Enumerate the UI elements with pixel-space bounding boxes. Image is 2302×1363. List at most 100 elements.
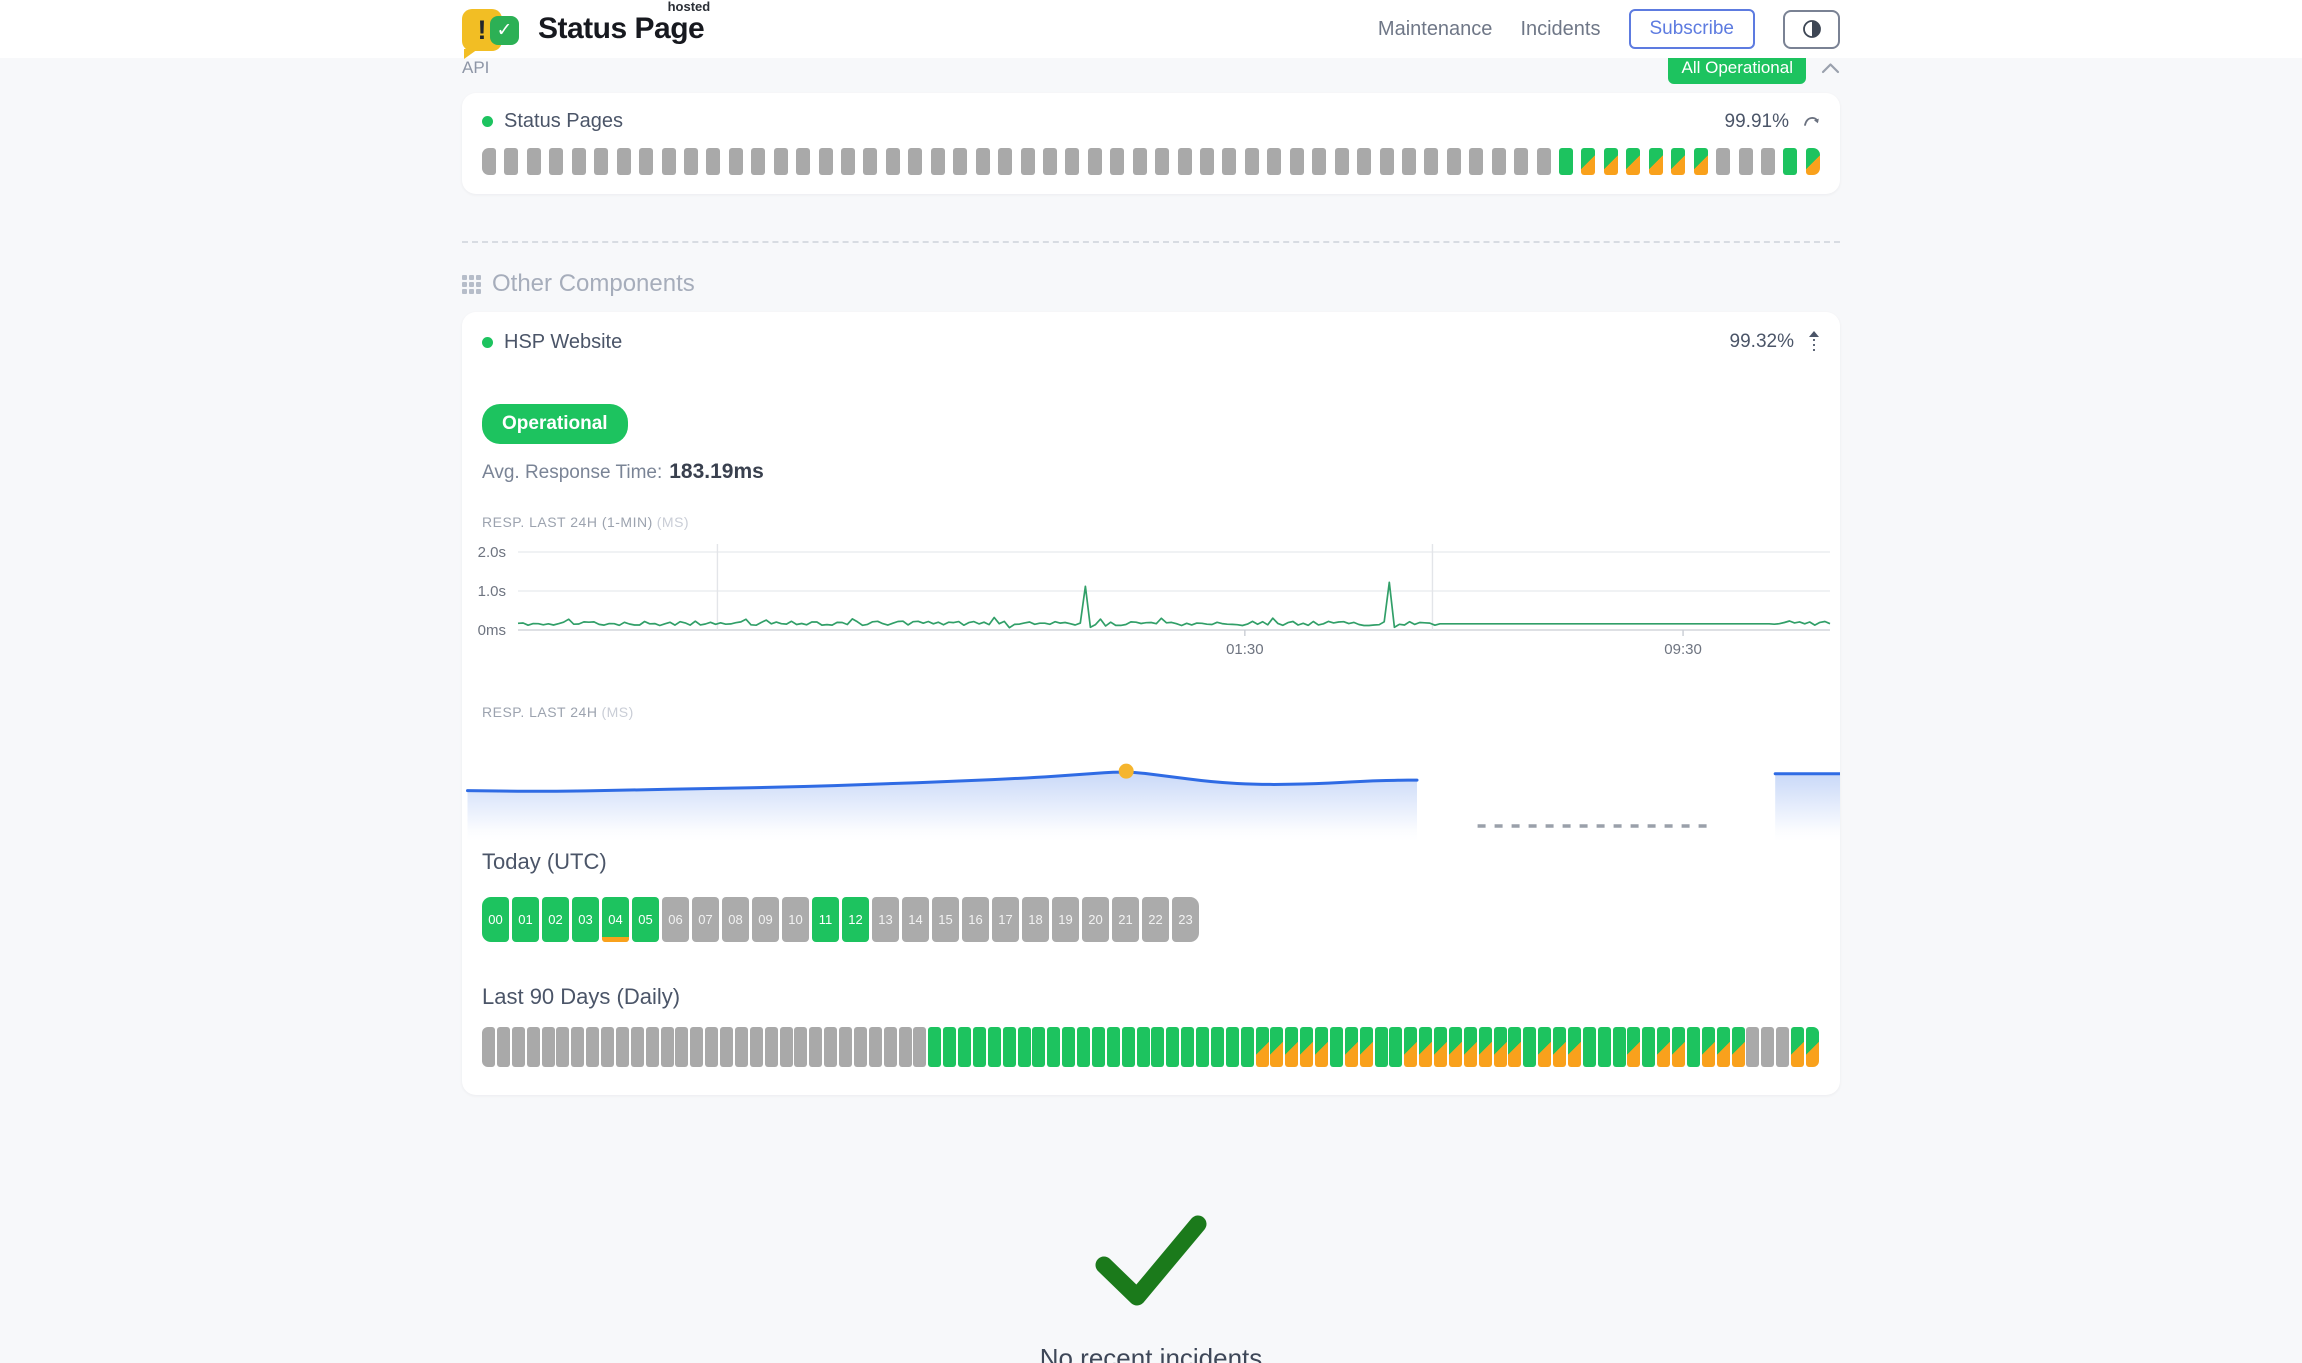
today-hours-row: 00 01 02 03 04 05 06 07 08 09 10 11 12 13 14 15 16 17 18 19… xyxy=(482,897,1820,942)
uptime-bar xyxy=(541,1027,555,1067)
hour-cell: 05 xyxy=(632,897,659,942)
uptime-bar xyxy=(1106,1027,1120,1067)
uptime-bar xyxy=(1401,148,1416,175)
contrast-icon xyxy=(1802,20,1821,38)
svg-text:0ms: 0ms xyxy=(478,622,506,639)
uptime-bar xyxy=(930,148,945,175)
uptime-bar xyxy=(1267,148,1282,175)
uptime-bar xyxy=(1805,1027,1819,1067)
refresh-button[interactable] xyxy=(1803,114,1820,129)
uptime-bar xyxy=(1225,1027,1239,1067)
uptime-bar xyxy=(1791,1027,1804,1067)
uptime-bar xyxy=(1177,148,1192,175)
uptime-bar xyxy=(1783,148,1798,175)
svg-text:2.0s: 2.0s xyxy=(478,544,506,561)
uptime-bar xyxy=(1538,1027,1552,1067)
uptime-bar xyxy=(1017,1027,1031,1067)
uptime-bar xyxy=(1553,1027,1566,1067)
uptime-bar xyxy=(1136,1027,1150,1067)
uptime-bar xyxy=(1196,1027,1209,1067)
uptime-bar xyxy=(1065,148,1080,175)
no-incidents-section: No recent incidents To view all past inc… xyxy=(462,1213,1840,1363)
chart2-label: RESP. LAST 24H (MS) xyxy=(482,704,634,720)
uptime-bar xyxy=(1132,148,1147,175)
uptime-bar xyxy=(1315,1027,1328,1067)
uptime-bar xyxy=(1222,148,1237,175)
uptime-bar xyxy=(1270,1027,1284,1067)
uptime-bar xyxy=(1469,148,1484,175)
uptime-bar xyxy=(683,148,698,175)
uptime-bar xyxy=(601,1027,614,1067)
uptime-bar xyxy=(796,148,811,175)
uptime-bar xyxy=(1626,148,1641,175)
daily-uptime-bars-row xyxy=(482,1027,1820,1067)
uptime-bar xyxy=(1062,1027,1076,1067)
uptime-bar xyxy=(1289,148,1304,175)
uptime-bar xyxy=(1627,1027,1641,1067)
status-dot xyxy=(482,116,493,127)
chevron-up-icon[interactable] xyxy=(1821,62,1840,74)
uptime-bar xyxy=(1686,1027,1700,1067)
today-utc-title: Today (UTC) xyxy=(482,849,607,874)
api-component-card: Status Pages 99.91% xyxy=(462,93,1840,194)
uptime-bar xyxy=(913,1027,927,1067)
arrow-up-dotted-icon xyxy=(1809,331,1819,353)
uptime-bar xyxy=(660,1027,674,1067)
uptime-bar xyxy=(764,1027,778,1067)
hour-cell: 18 xyxy=(1022,897,1049,942)
other-components-header: Other Components xyxy=(462,270,1840,298)
hour-cell: 09 xyxy=(752,897,779,942)
uptime-percentage: 99.91% xyxy=(1724,110,1789,132)
uptime-bar xyxy=(809,1027,823,1067)
uptime-bar xyxy=(571,148,586,175)
uptime-bar xyxy=(1240,1027,1254,1067)
nav-incidents[interactable]: Incidents xyxy=(1520,17,1601,40)
uptime-bar xyxy=(1357,148,1372,175)
uptime-bar xyxy=(482,148,496,175)
uptime-bar xyxy=(773,148,788,175)
uptime-bar xyxy=(526,148,541,175)
check-square-icon: ✓ xyxy=(490,16,519,45)
uptime-bar xyxy=(1597,1027,1611,1067)
uptime-bar xyxy=(1582,1027,1596,1067)
uptime-bar xyxy=(972,1027,986,1067)
uptime-bar xyxy=(943,1027,957,1067)
logo[interactable]: ! ✓ hosted Status Page xyxy=(462,0,710,59)
uptime-bar xyxy=(1047,1027,1061,1067)
subscribe-button[interactable]: Subscribe xyxy=(1628,9,1755,49)
uptime-bar xyxy=(1285,1027,1299,1067)
hour-cell: 06 xyxy=(662,897,689,942)
uptime-bar xyxy=(1151,1027,1165,1067)
hour-cell: 08 xyxy=(722,897,749,942)
uptime-bar xyxy=(841,148,855,175)
hour-cell: 21 xyxy=(1112,897,1139,942)
uptime-bar xyxy=(863,148,878,175)
uptime-bar xyxy=(690,1027,704,1067)
uptime-bar xyxy=(1448,1027,1462,1067)
uptime-bar xyxy=(1329,1027,1343,1067)
hour-cell: 16 xyxy=(962,897,989,942)
uptime-bar xyxy=(1166,1027,1180,1067)
uptime-bar xyxy=(1567,1027,1581,1067)
uptime-bar xyxy=(1493,1027,1507,1067)
hour-cell: 15 xyxy=(932,897,959,942)
theme-toggle-button[interactable] xyxy=(1783,9,1840,49)
hour-cell: 17 xyxy=(992,897,1019,942)
uptime-bar xyxy=(1155,148,1170,175)
uptime-bar xyxy=(556,1027,570,1067)
svg-text:1.0s: 1.0s xyxy=(478,583,506,600)
uptime-bar xyxy=(616,148,631,175)
uptime-bar xyxy=(1077,1027,1090,1067)
uptime-bar xyxy=(526,1027,540,1067)
uptime-bar xyxy=(1746,1027,1760,1067)
uptime-bar xyxy=(1087,148,1102,175)
uptime-bar xyxy=(639,148,654,175)
uptime-bar xyxy=(853,1027,867,1067)
uptime-bar xyxy=(675,1027,689,1067)
uptime-bar xyxy=(549,148,564,175)
nav-maintenance[interactable]: Maintenance xyxy=(1377,17,1493,40)
uptime-bar xyxy=(661,148,676,175)
uptime-bar xyxy=(1359,1027,1373,1067)
uptime-bar xyxy=(987,1027,1001,1067)
uptime-bar xyxy=(839,1027,852,1067)
